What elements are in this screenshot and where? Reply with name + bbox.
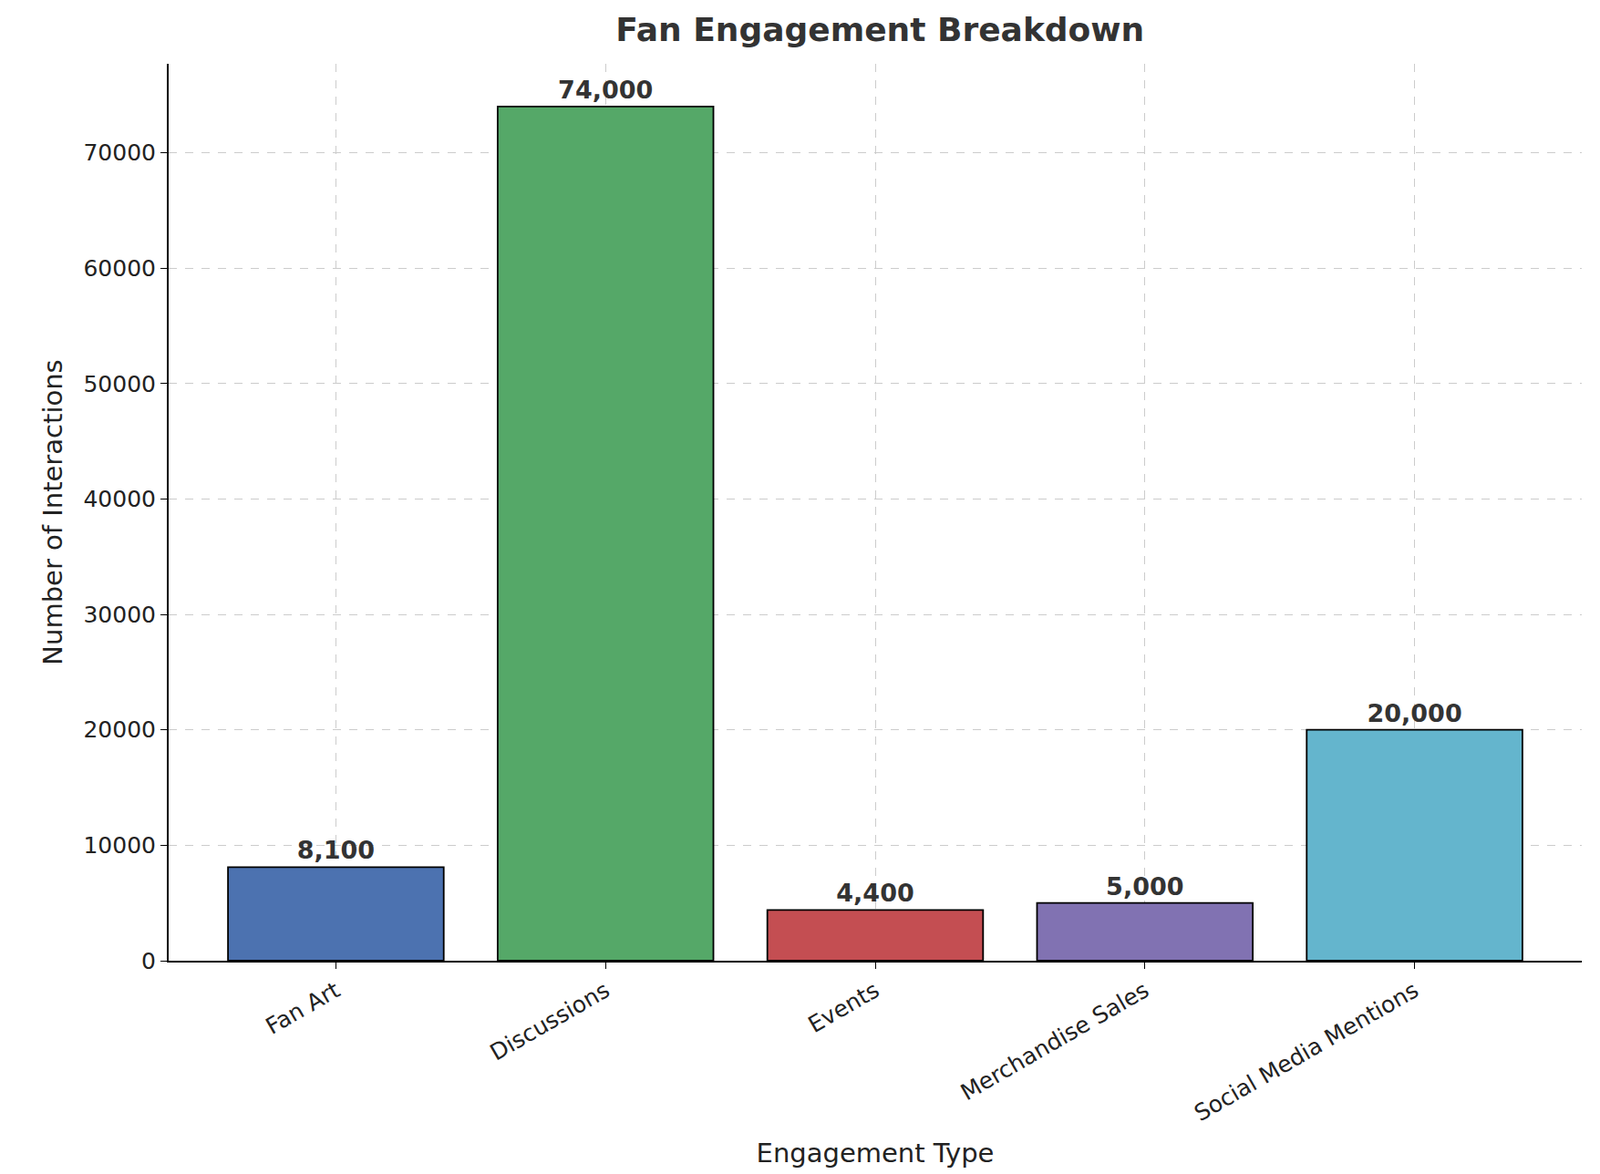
svg-text:4,400: 4,400 xyxy=(836,878,914,908)
svg-text:74,000: 74,000 xyxy=(557,75,653,104)
svg-text:Merchandise Sales: Merchandise Sales xyxy=(956,976,1154,1106)
svg-text:8,100: 8,100 xyxy=(297,836,375,865)
svg-text:10000: 10000 xyxy=(82,832,156,859)
svg-text:Engagement Type: Engagement Type xyxy=(756,1137,995,1169)
svg-text:Social Media Mentions: Social Media Mentions xyxy=(1189,976,1424,1127)
svg-text:Fan Art: Fan Art xyxy=(261,976,345,1040)
svg-text:20,000: 20,000 xyxy=(1366,699,1462,728)
svg-text:0: 0 xyxy=(141,948,156,975)
svg-text:Fan Engagement Breakdown: Fan Engagement Breakdown xyxy=(615,10,1145,49)
svg-text:30000: 30000 xyxy=(82,601,156,629)
svg-text:60000: 60000 xyxy=(82,255,156,282)
svg-text:70000: 70000 xyxy=(82,139,156,166)
svg-text:5,000: 5,000 xyxy=(1105,872,1184,901)
svg-text:Events: Events xyxy=(803,976,884,1038)
svg-text:20000: 20000 xyxy=(82,716,156,744)
svg-text:50000: 50000 xyxy=(82,371,156,398)
svg-text:Number of Interactions: Number of Interactions xyxy=(37,359,69,665)
svg-text:Discussions: Discussions xyxy=(485,976,615,1066)
svg-text:40000: 40000 xyxy=(82,485,156,513)
